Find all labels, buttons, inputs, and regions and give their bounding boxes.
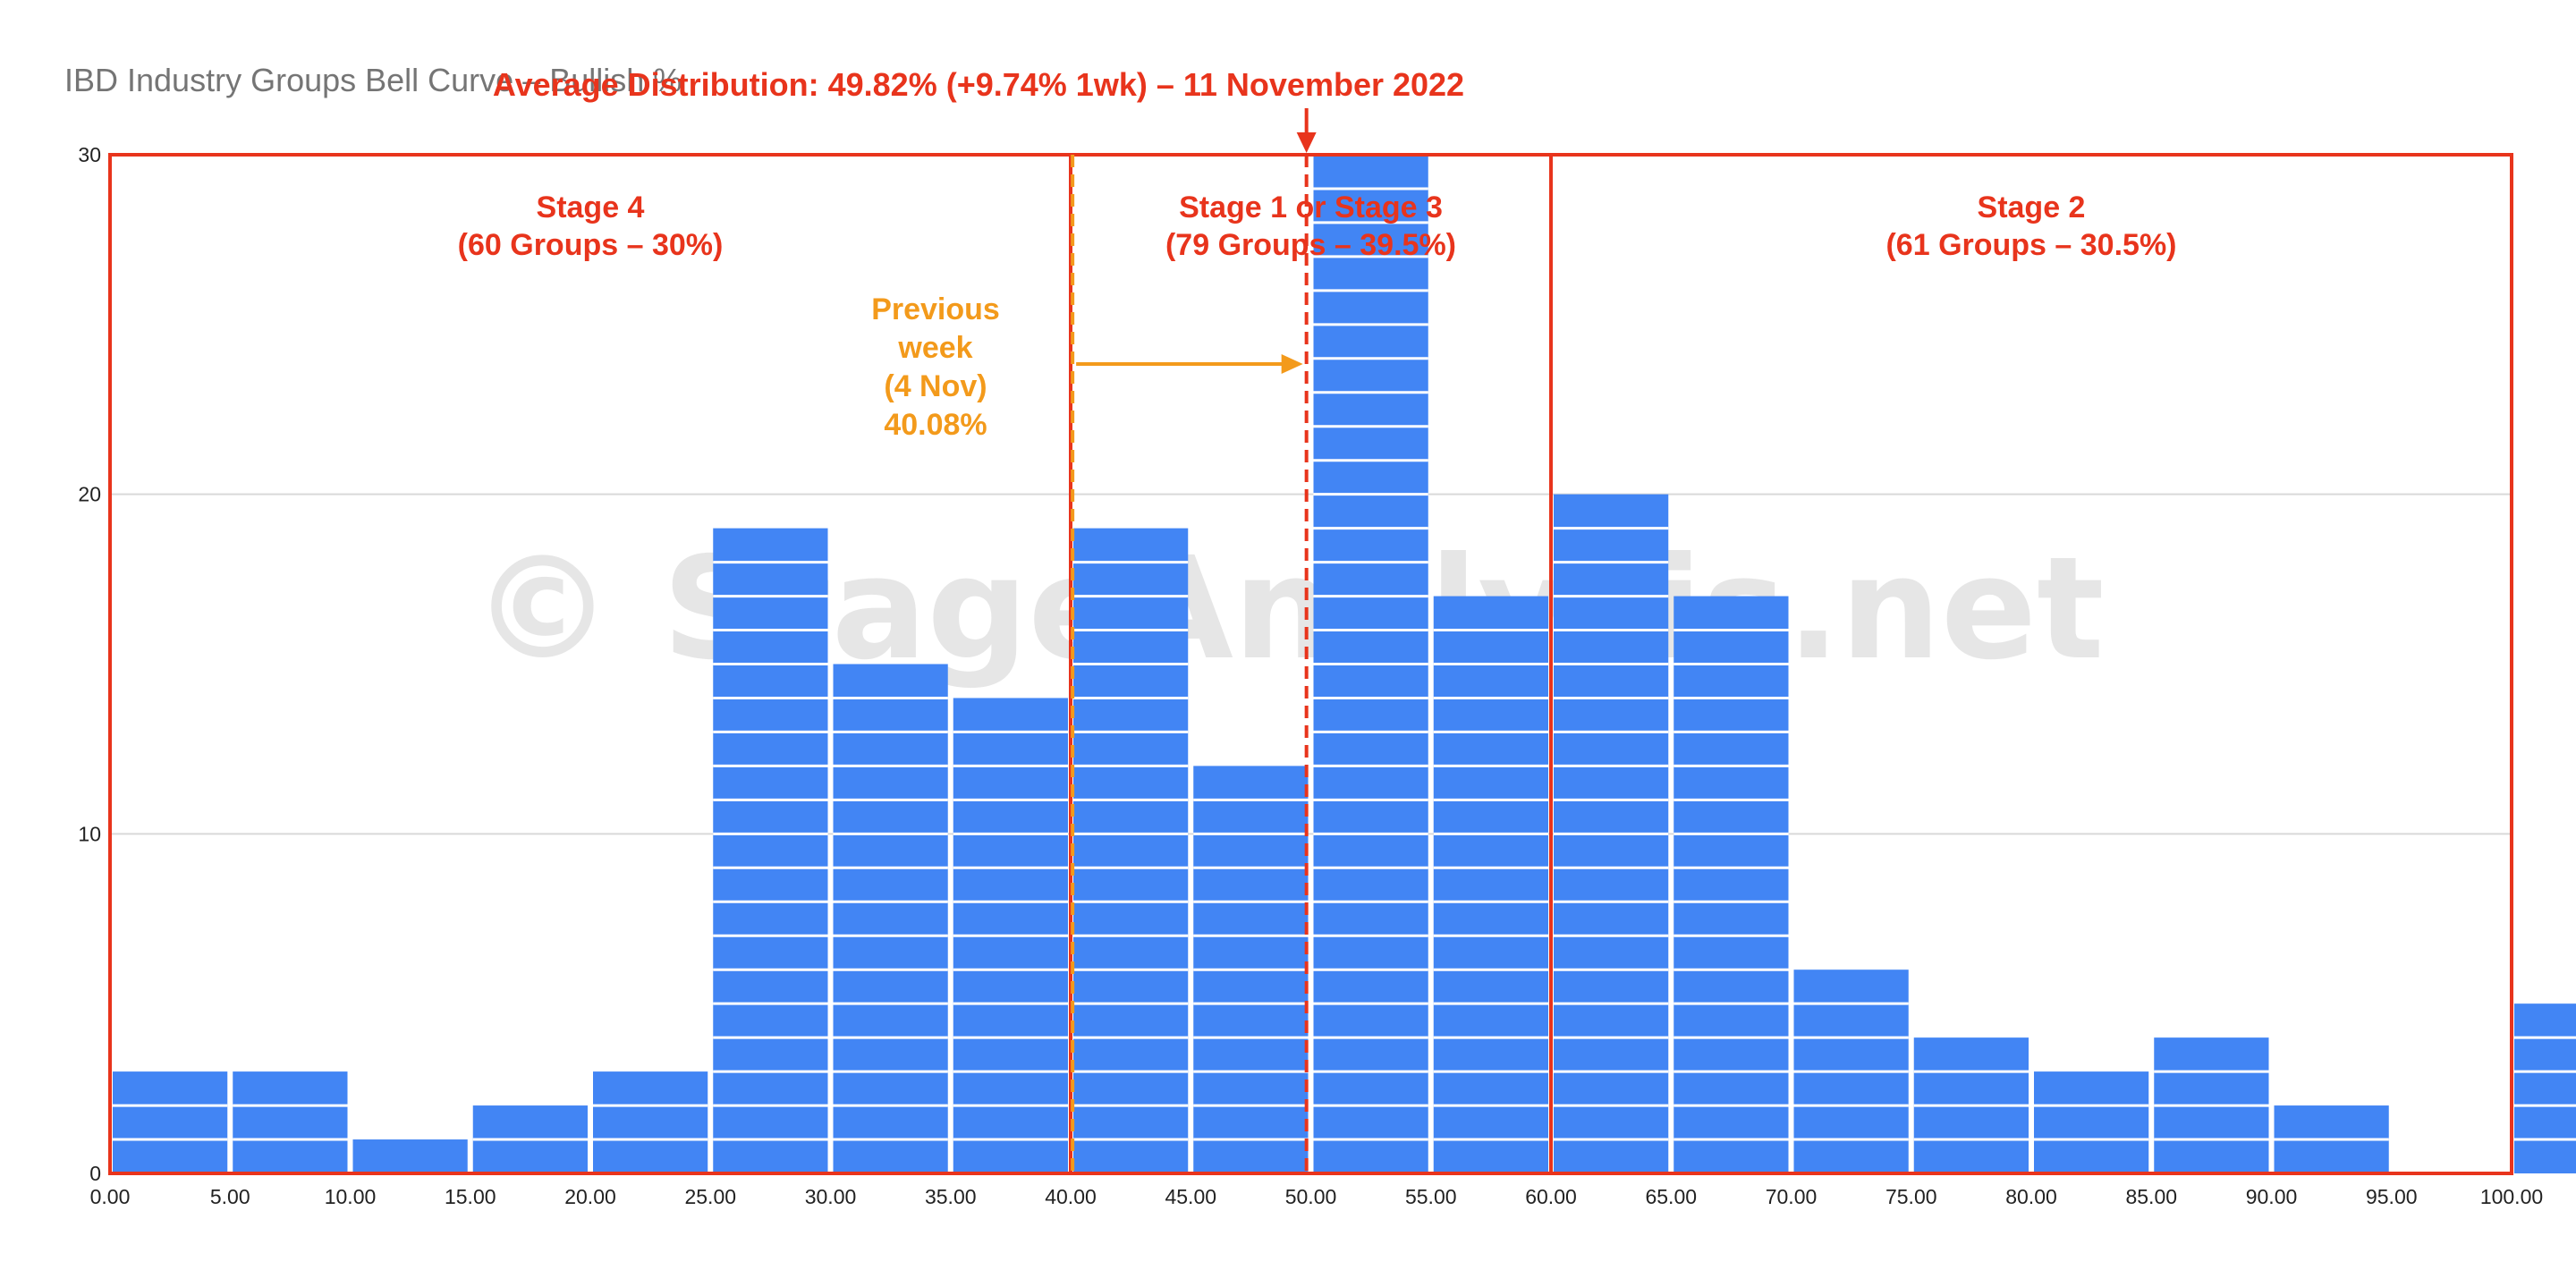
overlay-layer: Stage 4 (60 Groups – 30%) Stage 1 or Stage… xyxy=(108,108,2513,1175)
y-tick-label: 30 xyxy=(78,143,101,166)
x-tick-label: 25.00 xyxy=(684,1185,736,1208)
y-tick-label: 0 xyxy=(89,1162,101,1185)
bar xyxy=(833,664,948,1173)
x-tick-label: 5.00 xyxy=(210,1185,250,1208)
x-tick-label: 35.00 xyxy=(925,1185,977,1208)
x-tick-label: 50.00 xyxy=(1285,1185,1337,1208)
stage-detail: (60 Groups – 30%) xyxy=(458,228,724,262)
chart-subtitle: Average Distribution: 49.82% (+9.74% 1wk… xyxy=(493,66,1464,103)
x-tick-label: 15.00 xyxy=(445,1185,496,1208)
average-pointer-head xyxy=(1296,132,1317,153)
x-tick-label: 45.00 xyxy=(1165,1185,1216,1208)
chart-title: IBD Industry Groups Bell Curve – Bullish… xyxy=(64,62,682,98)
x-tick-label: 70.00 xyxy=(1766,1185,1818,1208)
x-tick-label: 20.00 xyxy=(564,1185,616,1208)
x-tick-label: 65.00 xyxy=(1645,1185,1697,1208)
x-tick-label: 0.00 xyxy=(90,1185,131,1208)
bar xyxy=(593,1071,708,1173)
bar xyxy=(1073,528,1189,1173)
stage-detail: (61 Groups – 30.5%) xyxy=(1885,228,2176,262)
bar xyxy=(713,528,828,1173)
bar xyxy=(352,1139,468,1173)
stage-name: Stage 1 or Stage 3 xyxy=(1179,190,1443,224)
x-tick-label: 55.00 xyxy=(1405,1185,1457,1208)
x-tick-label: 90.00 xyxy=(2246,1185,2298,1208)
x-tick-label: 30.00 xyxy=(805,1185,857,1208)
previous-week-label: Previous xyxy=(871,292,1000,326)
x-tick-label: 10.00 xyxy=(325,1185,377,1208)
previous-week-label: 40.08% xyxy=(884,408,987,442)
bar xyxy=(1674,596,1789,1173)
bar xyxy=(113,1071,228,1173)
stage-name: Stage 2 xyxy=(1978,190,2086,224)
bars-layer xyxy=(113,155,2576,1173)
x-tick-label: 60.00 xyxy=(1525,1185,1577,1208)
previous-week-label: week xyxy=(897,331,972,365)
grid-layer xyxy=(110,493,2512,835)
stage-detail: (79 Groups – 39.5%) xyxy=(1165,228,1456,262)
y-tick-label: 20 xyxy=(78,483,101,506)
bar xyxy=(1433,596,1548,1173)
stage-box xyxy=(1549,153,2513,1175)
y-tick-label: 10 xyxy=(78,822,101,845)
stage-name: Stage 4 xyxy=(537,190,645,224)
bar xyxy=(2034,1071,2149,1173)
x-tick-label: 80.00 xyxy=(2005,1185,2057,1208)
x-tick-label: 100.00 xyxy=(2480,1185,2543,1208)
bar xyxy=(2514,1003,2576,1173)
shift-arrow-head xyxy=(1281,354,1303,374)
bar xyxy=(233,1071,348,1173)
x-tick-label: 40.00 xyxy=(1045,1185,1097,1208)
x-tick-label: 75.00 xyxy=(1885,1185,1937,1208)
axis-layer: 0 10 20 30 0.00 5.00 10.00 15.00 20.00 25.00 30.00… xyxy=(78,143,2543,1208)
x-tick-label: 85.00 xyxy=(2125,1185,2177,1208)
x-tick-label: 95.00 xyxy=(2366,1185,2418,1208)
previous-week-label: (4 Nov) xyxy=(884,369,987,403)
